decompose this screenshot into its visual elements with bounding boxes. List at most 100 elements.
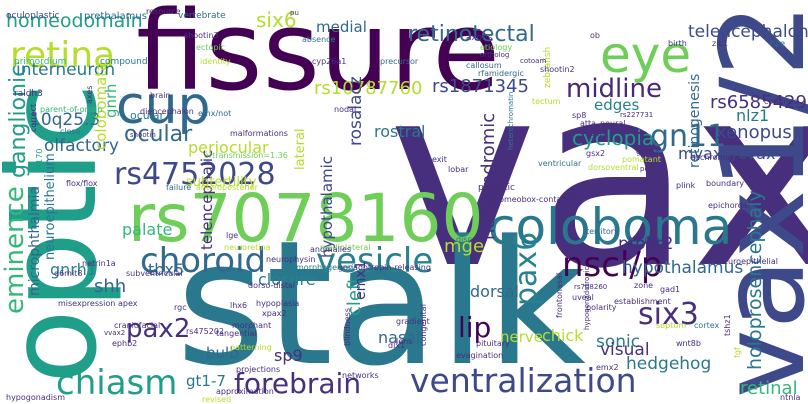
word-emx2: emx2 xyxy=(596,363,619,372)
word-zic1: zic1 xyxy=(712,39,728,48)
word-mvax2-cvax: mvax2/cvax xyxy=(678,144,776,163)
word-malformations: malformations xyxy=(230,129,288,138)
word-boundary: boundary xyxy=(706,179,745,188)
word-cup: cup xyxy=(116,76,211,136)
word-shootin: shootin xyxy=(130,131,156,139)
word-close: close xyxy=(60,127,81,136)
word-eye: eye xyxy=(600,26,692,84)
word-lens: lens xyxy=(396,337,413,346)
word-correct: correct xyxy=(29,103,38,132)
word-dlx1: dlx1 xyxy=(388,341,406,350)
word-gnrh1: gnrh1 xyxy=(50,260,97,279)
word-homeodomain: homeodomain xyxy=(6,10,143,32)
word-patterning: patterning xyxy=(230,343,272,352)
word-gnrh: gnrh xyxy=(102,83,120,118)
word-ortholog: ortholog xyxy=(480,51,510,59)
word-septum: septum xyxy=(656,321,687,330)
word-plink: plink xyxy=(676,181,696,190)
word-tectum: tectum xyxy=(532,97,561,106)
word-midline: midline xyxy=(566,74,662,104)
word-establishment: establishment xyxy=(614,297,671,306)
word-hpe: hpe xyxy=(770,39,786,48)
word-exit: exit xyxy=(432,155,447,164)
word-cortex: cortex xyxy=(694,321,720,330)
word-edges: edges xyxy=(594,96,640,114)
word-absence: absence xyxy=(302,35,336,44)
word-hypogonadotropic: hypogonadotropic xyxy=(583,266,591,330)
word-cotoam: cotoam xyxy=(520,57,547,65)
word-polarity: polarity xyxy=(586,303,617,312)
word-medial: medial xyxy=(316,18,367,36)
word-pax2: pax2 xyxy=(126,314,191,344)
word-nodal: nodal xyxy=(334,105,357,114)
word-holoprosencephaly: holoprosencephaly xyxy=(744,190,766,370)
word-diencephalon: diencephalon xyxy=(140,107,194,116)
word-pomatant: pomatant xyxy=(622,155,661,164)
word-morphogenesis: morphogenesis xyxy=(296,263,358,272)
word-ocular: ocular xyxy=(124,122,193,147)
word-axis: axis xyxy=(590,129,607,138)
word-confined: confined xyxy=(764,97,799,106)
word-ob: ob xyxy=(590,31,600,40)
word-rs708260: rs708260 xyxy=(574,283,608,291)
word-choroid: choroid xyxy=(140,241,267,281)
word-wnt8b: wnt8b xyxy=(676,339,701,348)
word-rostral: rostral xyxy=(374,122,426,141)
word-euchromatic: euchromatic xyxy=(690,153,740,162)
word-retinal: retinal xyxy=(740,378,798,399)
word-anteroposterior: anteroposterior xyxy=(196,183,258,192)
word-bulb: bulb xyxy=(206,344,239,362)
word-ectopic: ectopic xyxy=(196,43,226,52)
word-cyclopia: cyclopia xyxy=(572,126,655,150)
word-ventricular: ventricular xyxy=(538,159,582,168)
word-prethalamus: prethalamus xyxy=(84,11,147,22)
word-morphant: morphant xyxy=(232,321,272,330)
word-placode: placode xyxy=(628,235,660,244)
word-ephb2: ephb2 xyxy=(112,339,138,348)
word-anomalies: anomalies xyxy=(310,245,352,254)
word-xenopus: xenopus xyxy=(716,122,792,143)
word-neural: neural xyxy=(600,119,626,128)
word-neuroepithelium: neuroepithelium xyxy=(43,153,58,260)
word-shh: shh xyxy=(94,276,127,297)
word-frontonasal: frontonasal xyxy=(555,272,564,318)
word-10q25.3: 10q25.3 xyxy=(30,110,101,130)
word-periocular: periocular xyxy=(188,138,269,157)
word-brain: brain xyxy=(150,91,171,100)
word-emx-not: emx/not xyxy=(198,109,232,118)
word-visual: visual xyxy=(600,340,650,360)
word-atta: atta xyxy=(580,119,597,128)
word-fissure: fissure xyxy=(136,0,501,115)
word-retina: retina xyxy=(10,35,116,76)
word-xpax2: xpax2 xyxy=(262,309,287,318)
word-mediolateral: mediolateral xyxy=(320,243,371,252)
word-vvax2: vvax2 xyxy=(104,329,126,337)
word-rs1871345: rs1871345 xyxy=(432,76,529,97)
word-disc: disc xyxy=(456,235,472,244)
word-pu: pu xyxy=(290,9,299,17)
word-ganglionic: ganglionic xyxy=(6,64,31,178)
word-tshz1: tshz1 xyxy=(723,314,732,336)
word-nlz1: nlz1 xyxy=(736,106,770,125)
word-vesicle: vesicle xyxy=(316,241,434,281)
word-otp: otp xyxy=(636,179,650,188)
word-prokr2: prokr2 xyxy=(618,234,674,254)
word-microphthalmia: microphthalmia xyxy=(27,186,43,296)
word-misexpression: misexpression xyxy=(58,299,116,308)
word-closure: closure xyxy=(258,270,316,289)
word-lip: lip xyxy=(458,311,492,344)
word-rs4752028: rs4752028 xyxy=(114,157,276,192)
word-netrin1a: netrin1a xyxy=(82,259,116,268)
word-neuroepithelial: neuroepithelial xyxy=(718,257,778,266)
word-shootin2: shootin2 xyxy=(540,65,575,74)
word-nscl-p: nscl/p xyxy=(562,245,663,285)
word-identity: identity xyxy=(200,57,231,66)
word-s170: s170 xyxy=(35,148,44,168)
word-territory: territory xyxy=(586,227,619,236)
word-vax2: vax2 xyxy=(388,31,808,324)
word-axons: axons xyxy=(466,33,493,43)
word-retinotectal: retinotectal xyxy=(408,22,535,47)
word-parent-of-origin: parent-of-origin xyxy=(40,105,103,114)
word-gradient: gradient xyxy=(396,317,430,326)
word-lateral: lateral xyxy=(293,128,308,170)
